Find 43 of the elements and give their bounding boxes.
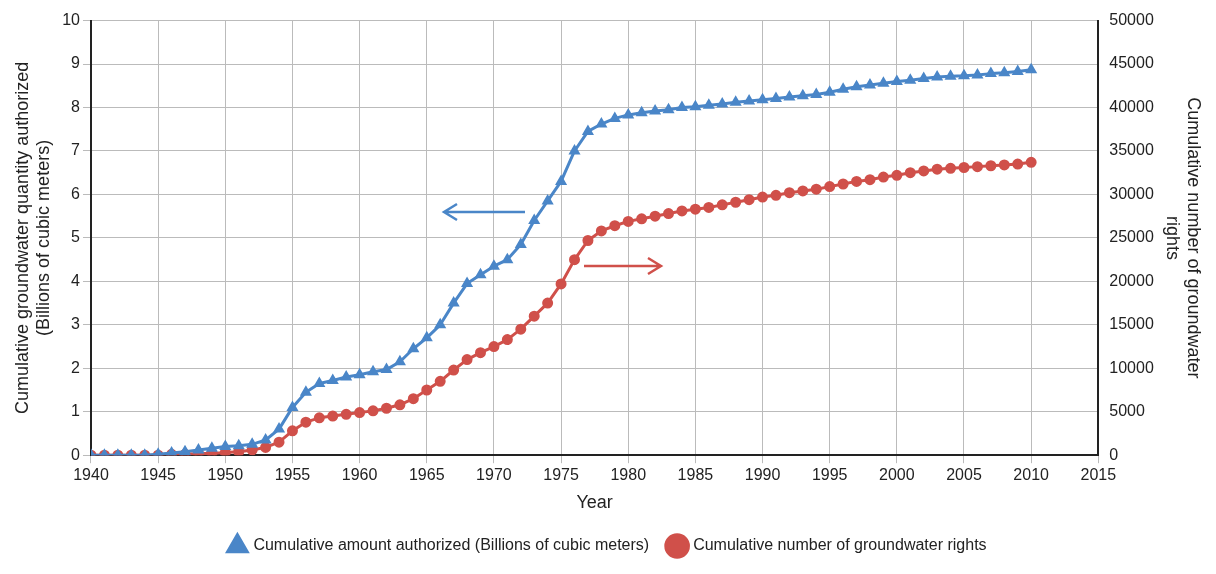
x-tick-label: 1965: [408, 466, 445, 484]
x-tick-label: 1940: [73, 466, 109, 484]
x-tick-label: 1945: [140, 466, 177, 484]
x-axis-title: Year: [576, 492, 613, 513]
x-tick-label: 1960: [341, 466, 378, 484]
y-tick-label: 8: [71, 97, 81, 115]
y2-tick-label: 40000: [1109, 97, 1154, 115]
y-tick-label: 5: [71, 228, 81, 246]
x-tick-label: 2010: [1013, 466, 1050, 484]
y2-tick-label: 5000: [1109, 402, 1145, 420]
x-tick-label: 1975: [543, 466, 579, 484]
y-tick-label: 1: [71, 402, 81, 420]
x-tick-label: 1970: [476, 466, 512, 484]
y2-tick-label: 25000: [1109, 228, 1154, 246]
x-tick-label: 2000: [879, 466, 915, 484]
y2-tick-label: 10000: [1109, 358, 1154, 376]
y-tick-label: 7: [71, 141, 81, 159]
legend-label: Cumulative amount authorized (Billions of cubic meters): [253, 536, 650, 554]
x-tick-label: 2005: [946, 466, 982, 484]
x-tick-label: 1985: [677, 466, 714, 484]
x-tick-label: 1980: [610, 466, 647, 484]
y2-tick-label: 35000: [1109, 141, 1154, 159]
x-tick-label: 1955: [274, 466, 311, 484]
y2-tick-label: 30000: [1109, 184, 1154, 202]
y-tick-label: 10: [62, 11, 81, 29]
legend-label: Cumulative number of groundwater rights: [693, 536, 987, 554]
y-tick-label: 6: [71, 184, 81, 202]
y-tick-label: 9: [71, 54, 81, 72]
x-tick-label: 1990: [744, 466, 781, 484]
y-tick-label: 3: [71, 315, 81, 333]
y2-axis-title: Cumulative number of groundwater rights: [1162, 97, 1205, 379]
x-tick-label: 1995: [811, 466, 848, 484]
y2-tick-label: 0: [1109, 445, 1119, 463]
x-tick-label: 2015: [1080, 466, 1117, 484]
y-axis-title: Cumulative groundwater quantity authorized (Billions of cubic meters): [11, 61, 54, 415]
y2-tick-label: 20000: [1109, 271, 1154, 289]
y-tick-label: 4: [71, 271, 81, 289]
y2-tick-label: 50000: [1109, 11, 1154, 29]
y-tick-label: 2: [71, 358, 81, 376]
y-tick-label: 0: [71, 445, 81, 463]
x-tick-label: 1950: [207, 466, 244, 484]
y2-tick-label: 45000: [1109, 54, 1154, 72]
y2-tick-label: 15000: [1109, 315, 1154, 333]
